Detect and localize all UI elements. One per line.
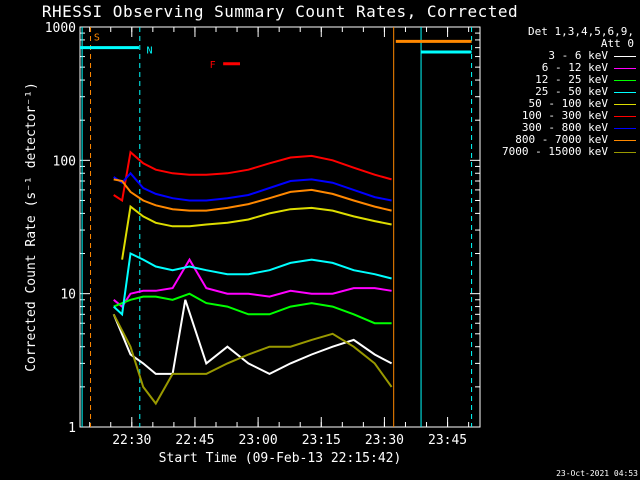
legend-swatch [614, 103, 636, 105]
legend-swatch [614, 127, 636, 129]
series-line [112, 299, 393, 376]
y-tick-label: 1 [68, 421, 76, 436]
chart-title: RHESSI Observing Summary Count Rates, Co… [41, 2, 519, 21]
legend-label: 300 - 800 keV [521, 121, 608, 134]
legend-swatch [614, 67, 636, 69]
legend-entry: 6 - 12 keV [476, 62, 636, 74]
x-tick-label: 23:00 [239, 433, 278, 448]
flag-label: N [146, 45, 152, 56]
legend-entry: 50 - 100 keV [476, 98, 636, 110]
legend: Det 1,3,4,5,6,9, Att 0 3 - 6 keV 6 - 12 … [476, 26, 636, 158]
series-line [113, 292, 392, 325]
legend-label: 100 - 300 keV [521, 109, 608, 122]
legend-label: 12 - 25 keV [535, 73, 608, 86]
legend-swatch [614, 151, 636, 153]
series-line [113, 171, 392, 202]
legend-label: 7000 - 15000 keV [502, 145, 608, 158]
legend-entry: 7000 - 15000 keV [476, 146, 636, 158]
series-line [112, 313, 393, 406]
legend-entry: 25 - 50 keV [476, 86, 636, 98]
legend-swatch [614, 115, 636, 117]
y-tick-label: 100 [53, 154, 76, 169]
legend-entry: 12 - 25 keV [476, 74, 636, 86]
y-tick-label: 1000 [45, 21, 76, 36]
plot-frame [79, 26, 481, 428]
y-axis-label: Corrected Count Rate (s⁻¹ detector⁻¹) [24, 82, 39, 372]
x-tick-label: 23:45 [428, 433, 467, 448]
series-line [121, 204, 392, 260]
legend-entry: 300 - 800 keV [476, 122, 636, 134]
legend-label: 6 - 12 keV [541, 61, 608, 74]
x-tick-label: 23:30 [365, 433, 404, 448]
y-tick-label: 10 [60, 288, 76, 303]
legend-label: 25 - 50 keV [535, 85, 608, 98]
legend-swatch [614, 55, 636, 57]
series-line [113, 178, 392, 212]
legend-header-line-2: Att 0 [600, 37, 634, 50]
flag-label: S [94, 32, 100, 43]
legend-entry: 100 - 300 keV [476, 110, 636, 122]
legend-label: 3 - 6 keV [548, 49, 608, 62]
series-line [113, 257, 392, 309]
series-line [113, 252, 392, 317]
x-tick-label: 22:30 [112, 433, 151, 448]
generated-date: 23-Oct-2021 04:53 [556, 469, 638, 478]
legend-label: 800 - 7000 keV [515, 133, 608, 146]
x-tick-label: 22:45 [175, 433, 214, 448]
flag-label: F [210, 60, 216, 71]
series-line [113, 150, 392, 203]
x-axis-label: Start Time (09-Feb-13 22:15:42) [159, 451, 402, 466]
legend-label: 50 - 100 keV [528, 97, 608, 110]
legend-entry: 3 - 6 keV [476, 50, 636, 62]
legend-swatch [614, 139, 636, 141]
legend-header-line-1: Det 1,3,4,5,6,9, [528, 25, 634, 38]
legend-entry: 800 - 7000 keV [476, 134, 636, 146]
legend-swatch [614, 79, 636, 81]
x-tick-label: 23:15 [302, 433, 341, 448]
legend-swatch [614, 91, 636, 93]
